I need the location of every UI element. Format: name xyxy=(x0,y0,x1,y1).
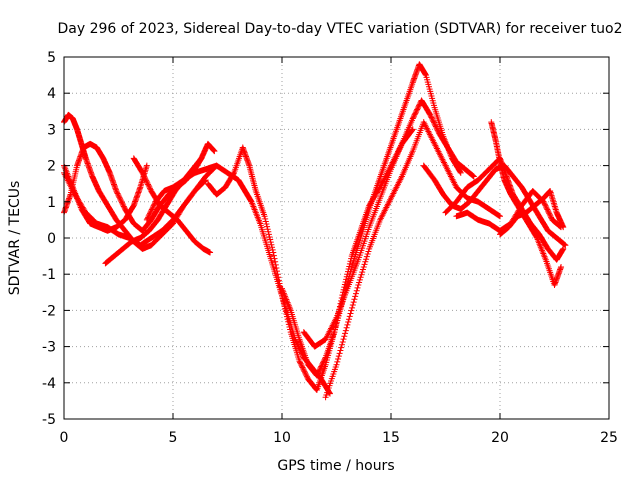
x-tick-label: 0 xyxy=(60,430,69,446)
x-tick-label: 20 xyxy=(491,430,509,446)
y-axis: -5 -4 -3 -2 -1 0 1 2 3 4 5 xyxy=(42,50,609,428)
x-axis-label: GPS time / hours xyxy=(277,458,394,474)
y-tick-label: -3 xyxy=(42,340,56,356)
series-markers xyxy=(488,119,565,289)
y-tick-label: -5 xyxy=(42,412,56,428)
x-tick-label: 10 xyxy=(273,430,291,446)
y-tick-label: 2 xyxy=(47,159,56,175)
data-points xyxy=(61,61,569,401)
y-axis-label: SDTVAR / TECUs xyxy=(7,181,23,296)
y-tick-label: -1 xyxy=(42,267,56,283)
y-tick-label: 4 xyxy=(47,86,56,102)
series-markers xyxy=(300,97,477,350)
x-axis: 0 5 10 15 20 25 xyxy=(60,57,618,446)
x-tick-label: 15 xyxy=(382,430,400,446)
y-tick-label: 0 xyxy=(47,231,56,247)
series-prn-j xyxy=(300,97,477,350)
y-tick-label: -4 xyxy=(42,376,56,392)
series-markers xyxy=(130,155,214,256)
series-prn-k xyxy=(322,119,503,401)
series-prn-p xyxy=(497,187,567,238)
series-markers xyxy=(497,187,567,238)
series-prn-o xyxy=(488,119,565,289)
y-tick-label: -2 xyxy=(42,303,56,319)
grid xyxy=(64,57,609,419)
y-tick-label: 3 xyxy=(47,122,56,138)
chart-title: Day 296 of 2023, Sidereal Day-to-day VTE… xyxy=(57,21,622,37)
x-tick-label: 25 xyxy=(600,430,618,446)
y-tick-label: 1 xyxy=(47,195,56,211)
series-markers xyxy=(322,119,503,401)
series-prn-f xyxy=(130,155,214,256)
x-tick-label: 5 xyxy=(169,430,178,446)
y-tick-label: 5 xyxy=(47,50,56,66)
